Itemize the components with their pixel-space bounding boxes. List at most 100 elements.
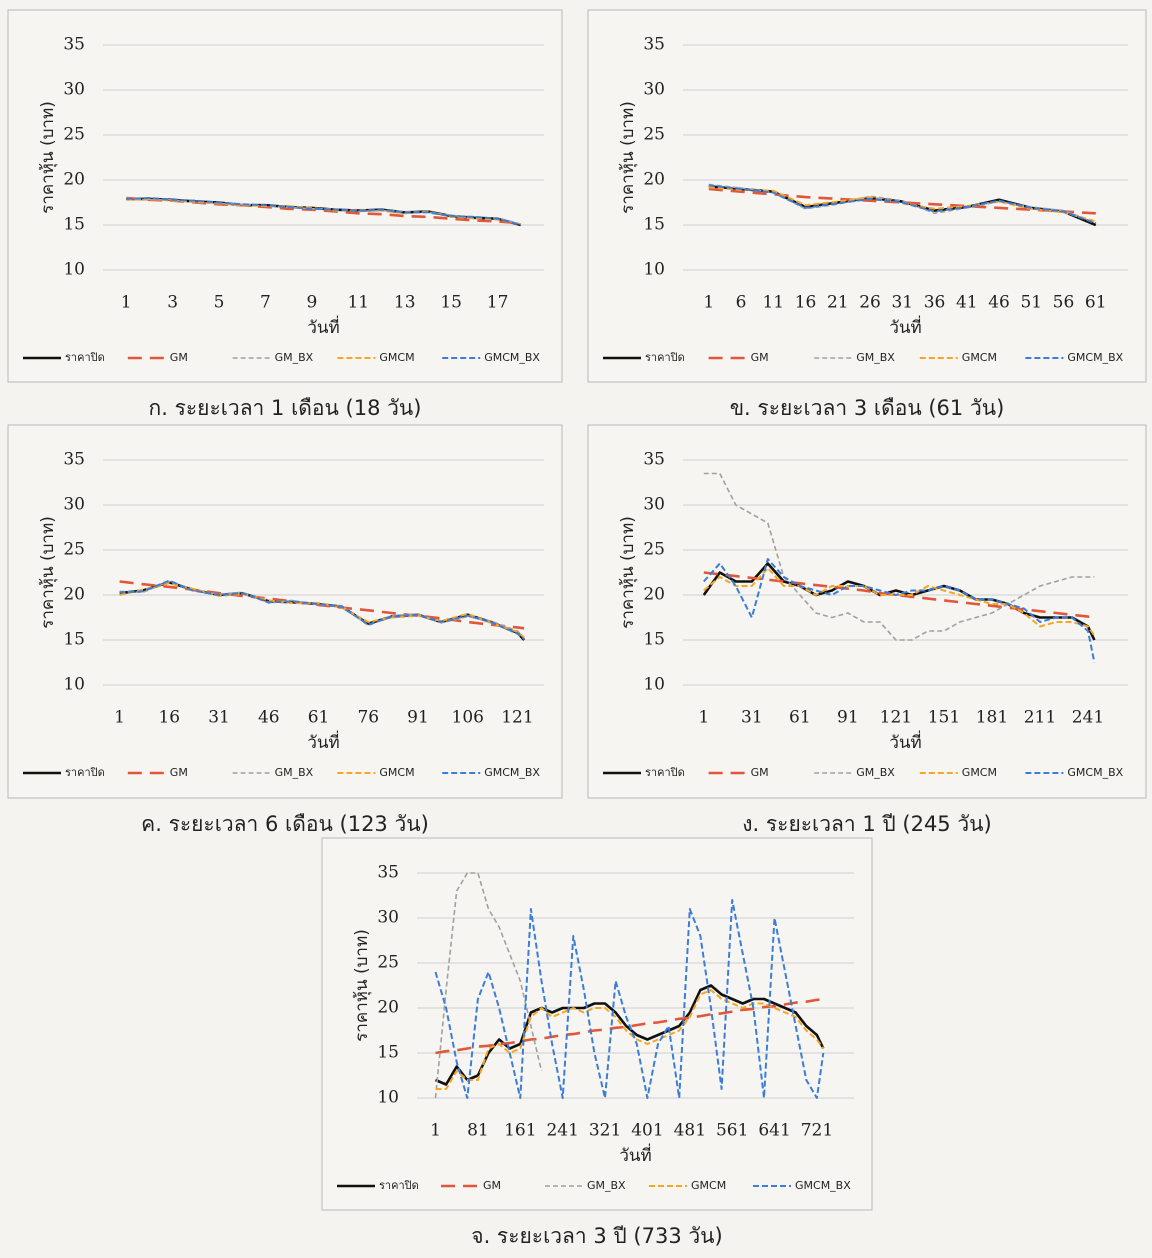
- series-line: [119, 579, 525, 640]
- y-axis-label: ราคาหุ้น (บาท): [352, 929, 372, 1042]
- legend-label: GM_BX: [275, 351, 314, 364]
- legend-label: GMCM: [691, 1179, 726, 1192]
- x-tick-label: 121: [501, 708, 533, 728]
- y-tick-label: 25: [377, 953, 399, 973]
- chart: 10 15 20 25 30 35 1 16 31 46 61 76 91 106 121 ราคาหุ้น …: [7, 424, 563, 836]
- chart-caption: ก. ระยะเวลา 1 เดือน (18 วัน): [149, 396, 422, 420]
- x-axis-label: วันที่: [889, 730, 921, 753]
- legend-label: GMCM_BX: [484, 766, 540, 779]
- x-tick-label: 1: [430, 1121, 441, 1141]
- chart-caption: ข. ระยะเวลา 3 เดือน (61 วัน): [730, 396, 1005, 420]
- y-tick-label: 10: [63, 675, 85, 695]
- x-tick-label: 211: [1024, 708, 1056, 728]
- y-tick-label: 20: [643, 170, 665, 190]
- chart: 10 15 20 25 30 35 1 81 161 241 321 401 481 561 641 721 ร…: [321, 837, 873, 1248]
- x-tick-label: 121: [880, 708, 912, 728]
- chart-frame: [7, 9, 563, 383]
- x-tick-label: 46: [988, 293, 1010, 313]
- x-tick-label: 51: [1020, 293, 1042, 313]
- x-tick-label: 31: [891, 293, 913, 313]
- y-tick-label: 15: [63, 630, 85, 650]
- y-tick-label: 25: [643, 125, 665, 145]
- x-tick-label: 721: [801, 1121, 833, 1141]
- legend-label: GMCM_BX: [484, 351, 540, 364]
- x-tick-label: 321: [589, 1121, 621, 1141]
- y-axis-label: ราคาหุ้น (บาท): [618, 516, 638, 629]
- y-tick-label: 25: [643, 540, 665, 560]
- legend-label: GM_BX: [856, 766, 895, 779]
- chart-caption: ค. ระยะเวลา 6 เดือน (123 วัน): [141, 812, 429, 836]
- legend-label: ราคาปิด: [645, 766, 685, 779]
- y-tick-label: 35: [643, 35, 665, 55]
- x-tick-label: 61: [308, 708, 330, 728]
- y-tick-label: 20: [643, 585, 665, 605]
- y-axis-label: ราคาหุ้น (บาท): [618, 101, 638, 214]
- series-line: [126, 197, 522, 226]
- x-tick-label: 91: [407, 708, 429, 728]
- x-tick-label: 11: [347, 293, 369, 313]
- y-tick-label: 20: [377, 998, 399, 1018]
- series-line: [434, 872, 543, 1099]
- legend-label: ราคาปิด: [65, 351, 105, 364]
- series-line: [434, 984, 825, 1086]
- x-tick-label: 21: [827, 293, 849, 313]
- x-tick-label: 16: [795, 293, 817, 313]
- x-tick-label: 1: [698, 708, 709, 728]
- legend-label: GM_BX: [587, 1179, 626, 1192]
- y-axis-label: ราคาหุ้น (บาท): [38, 516, 58, 629]
- y-tick-label: 30: [63, 495, 85, 515]
- x-tick-label: 76: [357, 708, 379, 728]
- y-tick-label: 35: [63, 35, 85, 55]
- x-tick-label: 11: [762, 293, 784, 313]
- x-tick-label: 41: [956, 293, 978, 313]
- x-tick-label: 181: [976, 708, 1008, 728]
- legend-label: GM_BX: [275, 766, 314, 779]
- y-tick-label: 25: [63, 540, 85, 560]
- x-tick-label: 91: [837, 708, 859, 728]
- series-line: [119, 582, 525, 639]
- x-tick-label: 31: [208, 708, 230, 728]
- x-tick-label: 161: [504, 1121, 536, 1141]
- x-tick-label: 26: [859, 293, 881, 313]
- x-tick-label: 106: [452, 708, 484, 728]
- x-tick-label: 1: [114, 708, 125, 728]
- legend-label: GM: [170, 351, 188, 364]
- x-tick-label: 151: [928, 708, 960, 728]
- x-tick-label: 1: [703, 293, 714, 313]
- legend-label: GMCM_BX: [795, 1179, 851, 1192]
- series-line: [434, 899, 825, 1099]
- y-tick-label: 35: [643, 450, 665, 470]
- x-axis-label: วันที่: [889, 315, 921, 338]
- x-tick-label: 81: [467, 1121, 489, 1141]
- x-tick-label: 641: [758, 1121, 790, 1141]
- y-tick-label: 10: [377, 1088, 399, 1108]
- x-tick-label: 1: [121, 293, 132, 313]
- y-tick-label: 10: [63, 260, 85, 280]
- y-tick-label: 15: [63, 215, 85, 235]
- x-tick-label: 56: [1053, 293, 1075, 313]
- x-tick-label: 13: [394, 293, 416, 313]
- y-tick-label: 30: [643, 80, 665, 100]
- series-line: [435, 997, 824, 1055]
- chart: 10 15 20 25 30 35 1 31 61 91 121 151 181 211 241 ราคาหุ…: [587, 424, 1147, 836]
- x-tick-label: 3: [167, 293, 178, 313]
- chart-frame: [7, 424, 563, 799]
- x-tick-label: 31: [741, 708, 763, 728]
- y-tick-label: 30: [643, 495, 665, 515]
- x-tick-label: 241: [546, 1121, 578, 1141]
- y-tick-label: 10: [643, 675, 665, 695]
- series-line: [703, 472, 1095, 641]
- y-tick-label: 15: [643, 630, 665, 650]
- y-tick-label: 30: [377, 908, 399, 928]
- x-tick-label: 36: [924, 293, 946, 313]
- chart-caption: จ. ระยะเวลา 3 ปี (733 วัน): [471, 1224, 722, 1248]
- series-line: [435, 989, 825, 1090]
- y-tick-label: 25: [63, 125, 85, 145]
- x-axis-label: วันที่: [307, 315, 339, 338]
- x-tick-label: 46: [258, 708, 280, 728]
- series-line: [708, 186, 1097, 223]
- x-tick-label: 9: [306, 293, 317, 313]
- y-tick-label: 15: [643, 215, 665, 235]
